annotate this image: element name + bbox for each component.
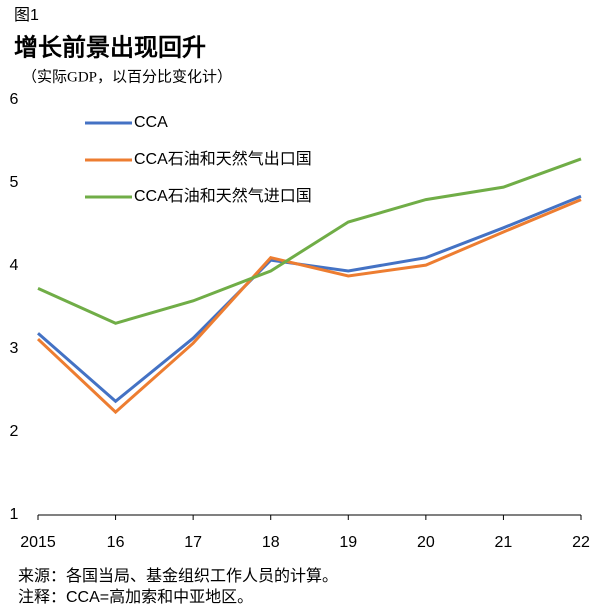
x-tick-label: 22 [572, 534, 590, 551]
y-tick-label: 4 [10, 257, 19, 274]
legend-label: CCA石油和天然气出口国 [134, 150, 312, 168]
x-tick-label: 2015 [20, 534, 56, 551]
chart-title: 增长前景出现回升 [14, 33, 206, 61]
series-line [36, 198, 582, 415]
legend-label: CCA [134, 114, 168, 131]
x-tick-label: 18 [262, 534, 280, 551]
y-tick-label: 2 [10, 423, 19, 440]
y-tick-label: 6 [10, 91, 19, 108]
x-tick-label: 17 [184, 534, 202, 551]
x-tick-label: 16 [107, 534, 125, 551]
series-line [37, 194, 582, 404]
source-note: 来源：各国当局、基金组织工作人员的计算。 [18, 566, 338, 585]
x-tick-label: 19 [339, 534, 357, 551]
x-tick-label: 21 [495, 534, 513, 551]
x-tick-label: 20 [417, 534, 435, 551]
y-tick-label: 5 [10, 174, 19, 191]
legend-label: CCA石油和天然气进口国 [134, 187, 312, 205]
footnote: 注释：CCA=高加索和中亚地区。 [18, 588, 253, 606]
y-tick-label: 3 [10, 340, 19, 357]
chart-subtitle: （实际GDP，以百分比变化计） [22, 68, 232, 85]
figure-label: 图1 [14, 7, 39, 24]
y-tick-label: 1 [10, 506, 19, 523]
series-line [37, 157, 582, 325]
